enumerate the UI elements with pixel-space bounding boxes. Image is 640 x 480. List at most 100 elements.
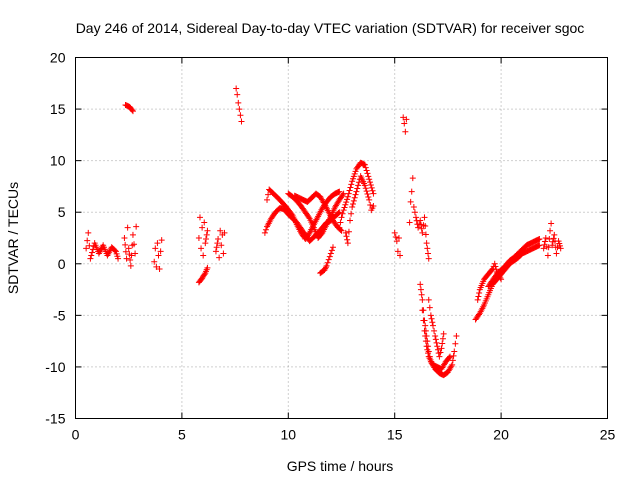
- data-point: [449, 357, 456, 364]
- data-point: [474, 296, 481, 303]
- data-point: [125, 245, 132, 252]
- data-point: [217, 227, 224, 234]
- data-point: [336, 209, 343, 216]
- data-point: [422, 222, 429, 229]
- data-point: [157, 248, 164, 255]
- data-point: [343, 233, 350, 240]
- data-point: [122, 241, 129, 248]
- data-point: [427, 312, 434, 319]
- data-point: [421, 327, 428, 334]
- data-point: [395, 235, 402, 241]
- data-point: [204, 227, 211, 234]
- data-point: [424, 346, 431, 353]
- data-point: [121, 235, 128, 241]
- data-point: [439, 335, 446, 342]
- data-point: [127, 257, 134, 264]
- data-point: [238, 118, 245, 125]
- data-point: [498, 276, 505, 283]
- data-point: [325, 256, 332, 263]
- data-point: [549, 242, 556, 249]
- data-point: [354, 185, 361, 192]
- data-point: [89, 249, 96, 256]
- data-point: [409, 175, 416, 182]
- x-tick-label: 15: [387, 427, 403, 443]
- data-point: [417, 217, 424, 224]
- data-point: [123, 255, 130, 262]
- data-point: [132, 250, 139, 257]
- data-point: [327, 250, 334, 257]
- data-point: [546, 236, 553, 243]
- data-point: [436, 353, 443, 360]
- data-point: [402, 128, 409, 135]
- data-point: [423, 240, 430, 247]
- data-point: [492, 263, 499, 270]
- data-point: [88, 252, 95, 259]
- data-point: [450, 352, 457, 359]
- data-point: [129, 107, 136, 114]
- data-point: [393, 238, 400, 245]
- data-point: [394, 248, 401, 255]
- data-point: [363, 188, 370, 195]
- data-point: [432, 336, 439, 343]
- data-point: [344, 193, 351, 200]
- data-point: [422, 231, 429, 238]
- data-point: [367, 179, 374, 186]
- y-tick-label: 15: [50, 101, 66, 117]
- data-point: [452, 340, 459, 347]
- data-point: [424, 245, 431, 252]
- data-point: [355, 182, 362, 189]
- data-point: [366, 196, 373, 203]
- data-point: [447, 353, 454, 360]
- data-point: [438, 345, 445, 352]
- data-point: [428, 315, 435, 322]
- data-point: [449, 361, 456, 368]
- data-point: [488, 266, 495, 273]
- data-point: [425, 250, 432, 257]
- data-point: [264, 196, 271, 203]
- data-point: [321, 266, 328, 273]
- data-point: [419, 307, 426, 314]
- data-point: [339, 210, 346, 217]
- data-point: [350, 197, 357, 204]
- data-point: [407, 198, 414, 205]
- data-point: [475, 293, 482, 300]
- data-point: [403, 116, 410, 123]
- data-point: [336, 188, 343, 195]
- data-point: [365, 193, 372, 200]
- y-tick-label: -15: [45, 411, 65, 427]
- data-point: [214, 240, 221, 247]
- data-point: [437, 349, 444, 356]
- data-point: [200, 252, 207, 259]
- data-point: [288, 211, 295, 218]
- data-point: [497, 274, 504, 281]
- data-point: [421, 214, 428, 221]
- plot-frame: [75, 57, 608, 419]
- data-point: [422, 338, 429, 345]
- data-point: [408, 188, 415, 195]
- data-point: [536, 236, 543, 243]
- data-point: [418, 225, 425, 232]
- data-point: [335, 210, 342, 217]
- data-point: [322, 265, 329, 272]
- data-point: [215, 236, 222, 243]
- data-point: [412, 214, 419, 221]
- y-tick-label: 20: [50, 50, 66, 66]
- data-point: [195, 235, 202, 241]
- x-axis-label: GPS time / hours: [287, 458, 394, 474]
- data-point: [336, 224, 343, 231]
- y-axis-label: SDTVAR / TECUs: [5, 182, 21, 294]
- data-point: [361, 161, 368, 168]
- data-point: [406, 219, 413, 226]
- data-point: [430, 322, 437, 329]
- data-point: [344, 240, 351, 247]
- data-point: [362, 164, 369, 171]
- data-point: [233, 85, 240, 92]
- data-point: [340, 207, 347, 214]
- data-point: [131, 241, 138, 248]
- data-point: [346, 187, 353, 194]
- data-point: [338, 227, 345, 234]
- data-point: [493, 266, 500, 273]
- data-point: [201, 219, 208, 226]
- data-point: [370, 190, 377, 197]
- data-point: [362, 185, 369, 192]
